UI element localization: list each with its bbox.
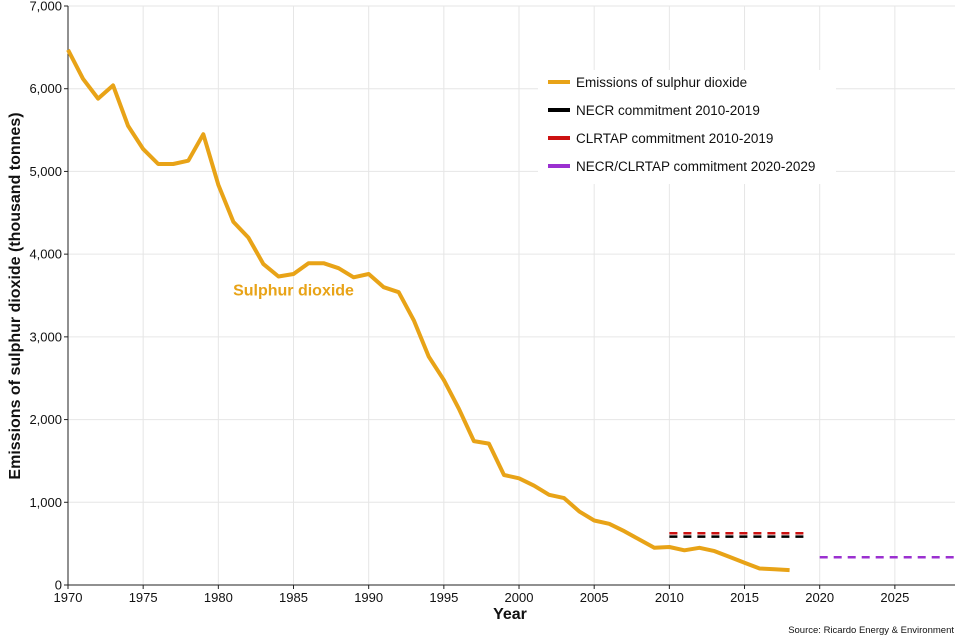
y-tick-label: 7,000 xyxy=(29,0,62,14)
legend: Emissions of sulphur dioxide NECR commitm… xyxy=(538,70,836,184)
y-tick-label: 2,000 xyxy=(29,412,62,427)
legend-label: NECR commitment 2010-2019 xyxy=(576,103,760,118)
x-tick-label: 2020 xyxy=(805,590,834,605)
x-tick-label: 1980 xyxy=(204,590,233,605)
y-axis-title: Emissions of sulphur dioxide (thousand t… xyxy=(7,112,24,479)
y-tick-label: 6,000 xyxy=(29,81,62,96)
axes xyxy=(64,5,955,589)
x-tick-label: 2025 xyxy=(880,590,909,605)
source-note: Source: Ricardo Energy & Environment xyxy=(788,625,954,636)
x-tick-label: 1970 xyxy=(54,590,83,605)
y-tick-label: 1,000 xyxy=(29,495,62,510)
legend-box xyxy=(538,70,836,184)
x-tick-label: 1995 xyxy=(429,590,458,605)
legend-label: CLRTAP commitment 2010-2019 xyxy=(576,131,773,146)
series-line-1 xyxy=(66,48,790,573)
series-lines xyxy=(66,48,955,573)
x-tick-label: 2005 xyxy=(580,590,609,605)
x-tick-label: 2015 xyxy=(730,590,759,605)
series-annotation: Sulphur dioxide xyxy=(233,283,354,300)
x-tick-label: 2010 xyxy=(655,590,684,605)
legend-label: Emissions of sulphur dioxide xyxy=(576,75,747,90)
x-tick-label: 1985 xyxy=(279,590,308,605)
x-tick-label: 1990 xyxy=(354,590,383,605)
y-tick-label: 3,000 xyxy=(29,329,62,344)
x-tick-label: 1975 xyxy=(129,590,158,605)
y-tick-label: 5,000 xyxy=(29,164,62,179)
legend-label: NECR/CLRTAP commitment 2020-2029 xyxy=(576,159,815,174)
y-tick-label: 0 xyxy=(55,578,62,593)
x-axis-title: Year xyxy=(493,606,527,623)
tick-labels: 0 1,000 2,000 3,000 4,000 5,000 6,000 7,000 1970… xyxy=(29,0,909,605)
y-tick-label: 4,000 xyxy=(29,247,62,262)
x-tick-label: 2000 xyxy=(505,590,534,605)
